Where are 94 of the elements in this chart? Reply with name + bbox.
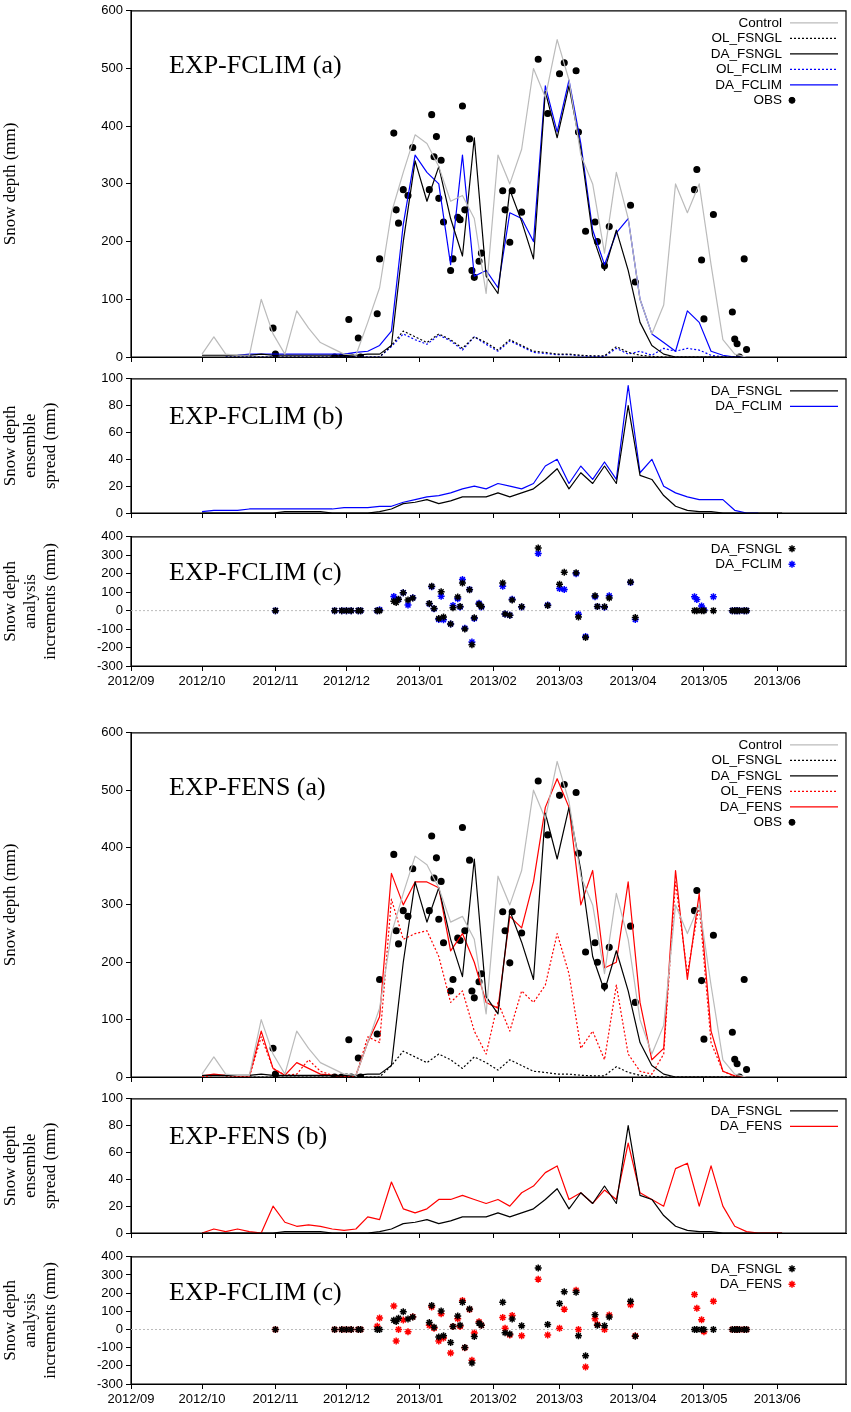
x-tick-label: 2012/12 xyxy=(322,673,370,689)
x-tick-label: 2012/11 xyxy=(252,673,299,689)
y-tick-label: 80 xyxy=(108,397,123,413)
x-tick-label: 2013/03 xyxy=(536,673,584,689)
y-tick-label: 500 xyxy=(101,781,123,797)
y-tick-label: 100 xyxy=(101,1302,123,1318)
x-tick-label: 2013/01 xyxy=(396,673,444,689)
y-tick-label: 500 xyxy=(101,60,123,76)
y-tick-label: 0 xyxy=(115,504,123,520)
y-axis-title: Snow depth (mm) xyxy=(0,843,19,967)
legend-label: DA_FSNGL xyxy=(710,382,783,398)
legend-label: OL_FSNGL xyxy=(711,752,783,768)
x-tick-label: 2012/11 xyxy=(252,1391,299,1407)
legend-label: DA_FSNGL xyxy=(710,540,783,556)
y-tick-label: -100 xyxy=(96,1339,123,1355)
legend-label: DA_FENS xyxy=(719,1118,782,1134)
y-tick-label: 0 xyxy=(115,1224,123,1240)
y-tick-label: 0 xyxy=(115,1068,123,1084)
x-tick-label: 2013/02 xyxy=(469,1391,517,1407)
legend-label: OBS xyxy=(753,814,782,830)
legend-label: DA_FSNGL xyxy=(710,1102,783,1118)
x-tick-label: 2013/05 xyxy=(680,673,728,689)
y-tick-label: 300 xyxy=(101,175,123,191)
x-tick-label: 2012/09 xyxy=(107,1391,155,1407)
y-axis-title: Snow depth (mm) xyxy=(0,122,19,246)
text: EXP-FCLIM (b) xyxy=(169,400,344,430)
legend-label: DA_FCLIM xyxy=(715,76,782,92)
y-tick-label: 0 xyxy=(115,1321,123,1337)
y-tick-label: 40 xyxy=(108,1170,123,1186)
x-tick-label: 2013/06 xyxy=(753,1391,801,1407)
y-tick-label: 400 xyxy=(101,839,123,855)
y-tick-label: -200 xyxy=(96,1357,123,1373)
y-tick-label: 100 xyxy=(101,290,123,306)
legend-label: DA_FSNGL xyxy=(710,45,783,61)
y-tick-label: -300 xyxy=(96,657,123,673)
y-tick-label: 200 xyxy=(101,565,123,581)
legend-label: OBS xyxy=(753,92,782,108)
y-tick-label: 100 xyxy=(101,1011,123,1027)
x-tick-label: 2012/12 xyxy=(322,1391,370,1407)
legend-label: DA_FSNGL xyxy=(710,1260,783,1276)
y-tick-label: 20 xyxy=(108,1197,123,1213)
legend-label: OL_FENS xyxy=(720,783,782,799)
y-tick-label: -100 xyxy=(96,620,123,636)
y-tick-label: 40 xyxy=(108,450,123,466)
x-tick-label: 2012/10 xyxy=(178,673,226,689)
y-tick-label: 400 xyxy=(101,117,123,133)
legend-label: Control xyxy=(738,736,782,752)
x-tick-label: 2013/06 xyxy=(753,673,801,689)
x-tick-label: 2013/05 xyxy=(680,1391,728,1407)
y-axis-title: Snow depth ensemble spread (mm) xyxy=(0,1122,60,1210)
legend-label: Control xyxy=(738,14,782,30)
x-tick-label: 2013/04 xyxy=(609,1391,657,1407)
y-tick-label: 0 xyxy=(115,348,123,364)
y-tick-label: 20 xyxy=(108,477,123,493)
legend-label: DA_FSNGL xyxy=(710,767,783,783)
text: EXP-FCLIM (c) xyxy=(169,557,342,587)
y-axis-title: Snow depth analysis increments (mm) xyxy=(0,543,60,660)
legend-label: DA_FENS xyxy=(719,798,782,814)
y-tick-label: 400 xyxy=(101,1248,123,1264)
legend-label: DA_FCLIM xyxy=(715,398,782,414)
x-tick-label: 2012/10 xyxy=(178,1391,226,1407)
legend-label: OL_FSNGL xyxy=(711,30,783,46)
y-tick-label: 600 xyxy=(101,2,123,18)
y-tick-label: 300 xyxy=(101,1266,123,1282)
y-tick-label: 200 xyxy=(101,1284,123,1300)
y-axis-title: Snow depth analysis increments (mm) xyxy=(0,1262,60,1379)
y-tick-label: 300 xyxy=(101,546,123,562)
x-tick-label: 2012/09 xyxy=(107,673,155,689)
y-tick-label: 200 xyxy=(101,233,123,249)
text: EXP-FENS (b) xyxy=(169,1120,328,1150)
y-tick-label: -300 xyxy=(96,1375,123,1391)
y-tick-label: 60 xyxy=(108,424,123,440)
text: EXP-FENS (a) xyxy=(169,771,326,801)
y-axis-title: Snow depth ensemble spread (mm) xyxy=(0,402,60,490)
y-tick-label: 100 xyxy=(101,583,123,599)
y-tick-label: 100 xyxy=(101,1090,123,1106)
x-tick-label: 2013/01 xyxy=(396,1391,444,1407)
y-tick-label: 200 xyxy=(101,953,123,969)
y-tick-label: 60 xyxy=(108,1144,123,1160)
y-tick-label: 100 xyxy=(101,370,123,386)
legend-label: OL_FCLIM xyxy=(715,61,782,77)
x-tick-label: 2013/02 xyxy=(469,673,517,689)
legend-label: DA_FCLIM xyxy=(715,556,782,572)
legend-label: DA_FENS xyxy=(719,1276,782,1292)
text: EXP-FCLIM (a) xyxy=(169,49,342,79)
text: EXP-FCLIM (c) xyxy=(169,1276,342,1306)
x-tick-label: 2013/03 xyxy=(536,1391,584,1407)
y-tick-label: 80 xyxy=(108,1117,123,1133)
x-tick-label: 2013/04 xyxy=(609,673,657,689)
y-tick-label: 0 xyxy=(115,602,123,618)
y-tick-label: 400 xyxy=(101,528,123,544)
y-tick-label: -200 xyxy=(96,639,123,655)
y-tick-label: 600 xyxy=(101,724,123,740)
y-tick-label: 300 xyxy=(101,896,123,912)
